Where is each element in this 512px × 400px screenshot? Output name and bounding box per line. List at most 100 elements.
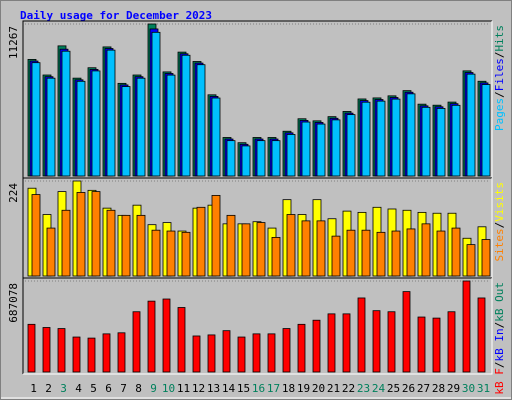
bar xyxy=(222,330,231,373)
bar xyxy=(91,191,101,277)
bar xyxy=(211,195,221,277)
legend: Sites/Visits xyxy=(493,182,506,262)
x-tick-label: 25 xyxy=(387,382,400,395)
legend-separator: / xyxy=(493,52,506,59)
bar xyxy=(466,73,476,177)
x-tick-label: 2 xyxy=(45,382,52,395)
bar xyxy=(346,114,356,177)
bar xyxy=(361,101,371,177)
legend-separator: / xyxy=(493,362,506,369)
bar xyxy=(331,119,341,177)
bar xyxy=(342,313,351,373)
x-tick-label: 3 xyxy=(60,382,67,395)
bar xyxy=(286,214,296,277)
bar xyxy=(391,98,401,177)
legend-separator: / xyxy=(493,91,506,98)
bar xyxy=(462,280,471,373)
legend-separator: / xyxy=(493,322,506,329)
bar xyxy=(31,194,41,277)
bar xyxy=(256,222,266,277)
bar xyxy=(61,209,71,277)
bar xyxy=(271,237,281,277)
bar xyxy=(256,140,266,177)
bar xyxy=(376,100,386,177)
y-tick-label: 224 xyxy=(7,183,20,203)
panel-edge xyxy=(22,177,492,278)
bar xyxy=(42,327,51,373)
x-tick-label: 8 xyxy=(135,382,142,395)
bar xyxy=(91,70,101,177)
bar xyxy=(87,337,96,373)
bar xyxy=(357,297,366,373)
bar xyxy=(316,220,326,277)
bar xyxy=(451,104,461,177)
x-tick-label: 13 xyxy=(207,382,220,395)
bar xyxy=(402,291,411,373)
bar xyxy=(151,229,161,277)
bar xyxy=(432,317,441,373)
bar xyxy=(361,229,371,277)
bar xyxy=(121,86,131,177)
x-tick-label: 10 xyxy=(162,382,175,395)
x-tick-label: 24 xyxy=(372,382,386,395)
bar xyxy=(46,227,56,277)
x-tick-label: 20 xyxy=(312,382,325,395)
bar xyxy=(391,230,401,277)
bar xyxy=(106,49,116,177)
bar xyxy=(301,121,311,177)
bar xyxy=(31,62,41,177)
bar xyxy=(151,31,161,177)
bar xyxy=(27,323,36,373)
bar xyxy=(181,54,191,177)
bar xyxy=(181,231,191,277)
bar xyxy=(241,223,251,277)
bar xyxy=(477,297,486,373)
bar xyxy=(121,214,131,277)
bar xyxy=(316,123,326,177)
chart-title: Daily usage for December 2023 xyxy=(20,9,212,22)
bar xyxy=(436,230,446,277)
bar xyxy=(147,300,156,373)
bar xyxy=(46,77,56,177)
bar xyxy=(132,311,141,373)
panel-edge xyxy=(22,277,492,374)
x-tick-label: 15 xyxy=(237,382,250,395)
x-tick-label: 28 xyxy=(432,382,445,395)
legend-entry: kB In xyxy=(493,328,506,361)
x-tick-label: 26 xyxy=(402,382,415,395)
x-tick-label: 31 xyxy=(477,382,490,395)
panel-edge xyxy=(22,20,492,178)
x-tick-label: 27 xyxy=(417,382,430,395)
bar xyxy=(117,332,126,373)
x-tick-label: 19 xyxy=(297,382,310,395)
bar xyxy=(297,323,306,373)
bar xyxy=(301,220,311,277)
bar xyxy=(451,227,461,277)
bar xyxy=(376,231,386,277)
x-tick-label: 21 xyxy=(327,382,340,395)
bar xyxy=(211,97,221,177)
bar xyxy=(466,244,476,277)
bar xyxy=(226,214,236,277)
legend-entry: Pages xyxy=(493,98,506,131)
bar xyxy=(372,310,381,373)
bar xyxy=(481,84,491,177)
bar xyxy=(406,93,416,177)
bar xyxy=(162,298,171,373)
x-tick-label: 12 xyxy=(192,382,205,395)
bar xyxy=(327,313,336,373)
x-tick-label: 16 xyxy=(252,382,265,395)
bar xyxy=(421,223,431,277)
bar xyxy=(207,334,216,373)
x-tick-label: 17 xyxy=(267,382,280,395)
x-tick-label: 6 xyxy=(105,382,112,395)
legend: Pages/Files/Hits xyxy=(493,25,506,131)
bar xyxy=(346,229,356,277)
x-tick-label: 5 xyxy=(90,382,97,395)
x-tick-label: 23 xyxy=(357,382,370,395)
bar xyxy=(421,106,431,177)
bar xyxy=(481,239,491,277)
x-tick-label: 29 xyxy=(447,382,460,395)
x-tick-label: 18 xyxy=(282,382,295,395)
legend-entry: Files xyxy=(493,58,506,91)
